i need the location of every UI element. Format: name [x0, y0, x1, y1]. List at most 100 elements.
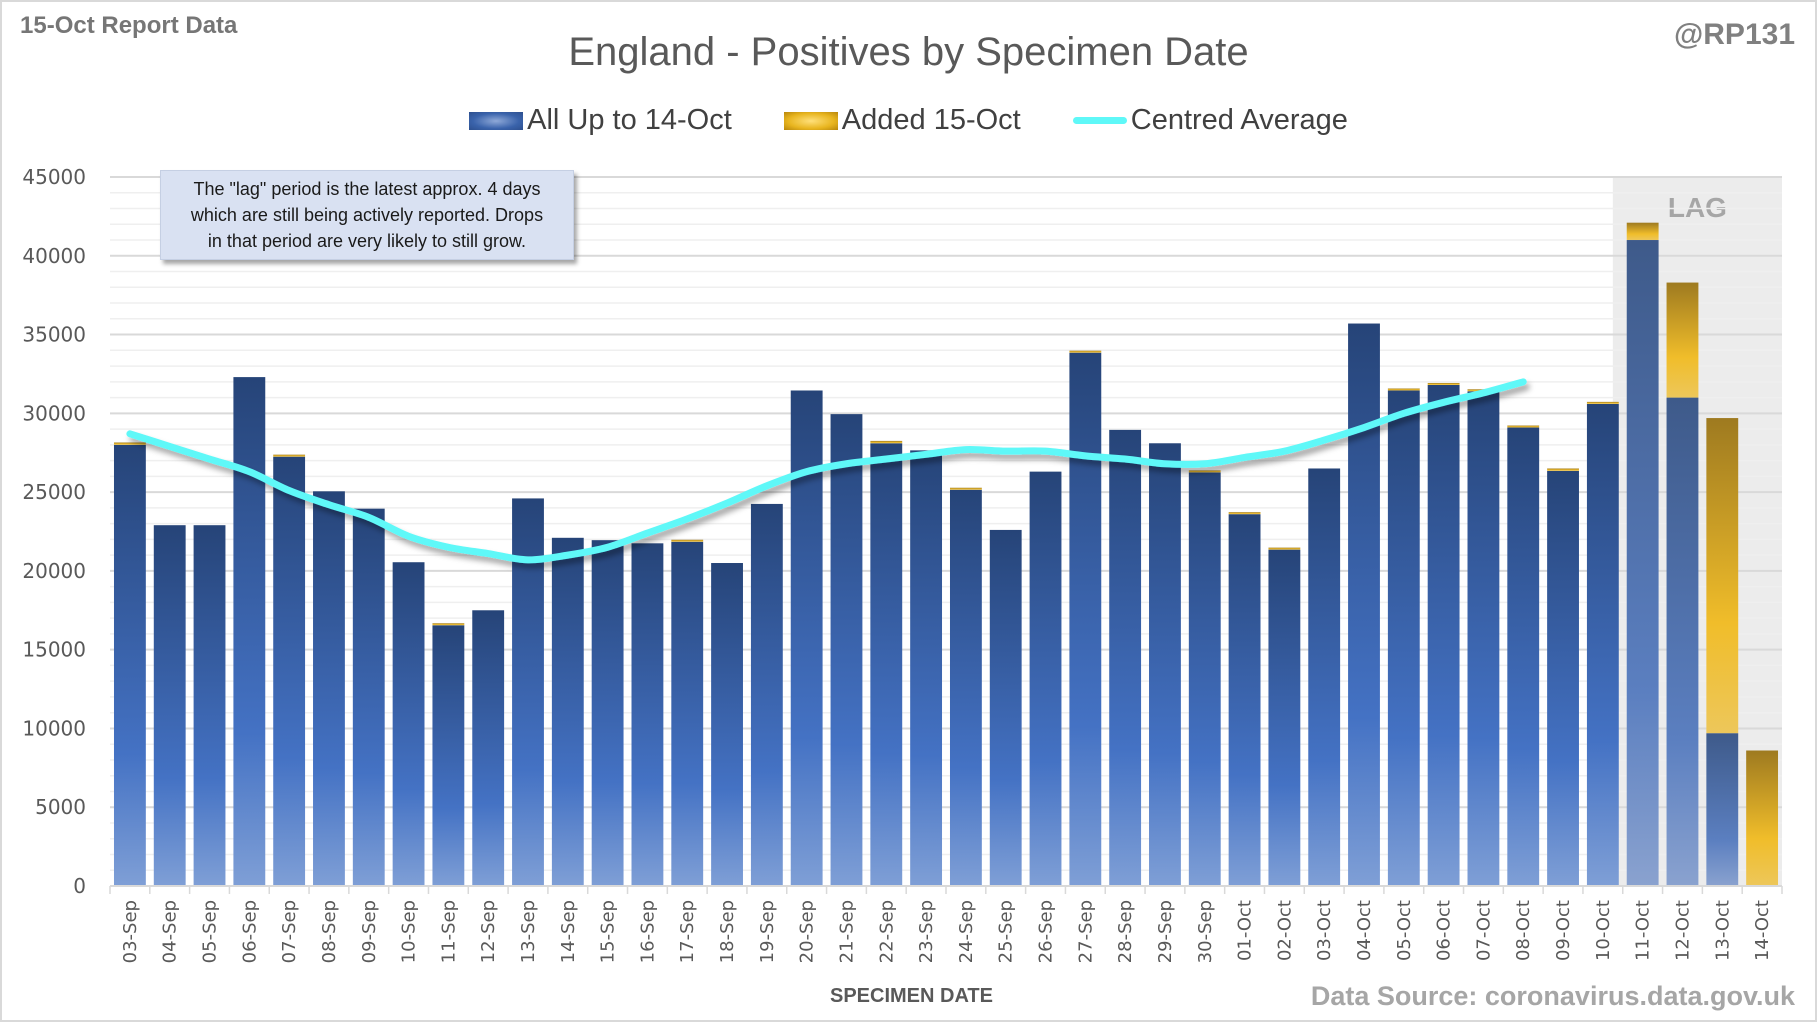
legend-label: Added 15-Oct	[841, 104, 1021, 136]
y-tick-label: 15000	[22, 638, 86, 662]
bar-all-up-to-14-oct	[631, 543, 664, 886]
bar-all-up-to-14-oct	[432, 625, 465, 886]
bar-all-up-to-14-oct	[989, 529, 1022, 886]
legend-item-all-up-to: All Up to 14-Oct	[469, 104, 732, 137]
bar-all-up-to-14-oct	[870, 443, 903, 886]
bar-added-15-oct	[1427, 382, 1460, 385]
bar-added-15-oct	[432, 623, 465, 626]
annotation-line: in that period are very likely to still …	[207, 231, 527, 251]
x-tick-label: 23-Sep	[916, 900, 937, 963]
bar-added-15-oct	[1586, 401, 1619, 404]
bar-all-up-to-14-oct	[910, 450, 943, 886]
bar-all-up-to-14-oct	[750, 503, 783, 886]
annotation-line: The "lag" period is the latest approx. 4…	[193, 179, 541, 199]
legend-item-centred-average: Centred Average	[1072, 104, 1348, 137]
x-tick-label: 05-Oct	[1394, 900, 1415, 961]
bar-all-up-to-14-oct	[193, 525, 226, 886]
bar-all-up-to-14-oct	[830, 414, 863, 886]
bar-all-up-to-14-oct	[1467, 391, 1500, 886]
x-tick-label: 12-Oct	[1672, 900, 1693, 961]
x-tick-label: 09-Sep	[359, 900, 380, 963]
bar-added-15-oct	[273, 454, 306, 457]
x-tick-label: 15-Sep	[598, 900, 619, 963]
x-tick-label: 12-Sep	[478, 900, 499, 963]
x-tick-label: 14-Sep	[558, 900, 579, 963]
average-line-layer	[126, 378, 1527, 564]
bar-added-15-oct	[870, 440, 903, 444]
bar-all-up-to-14-oct	[1427, 384, 1460, 886]
x-tick-label: 03-Oct	[1314, 900, 1335, 961]
bar-added-15-oct	[1547, 468, 1579, 471]
bar-added-15-oct	[1228, 512, 1261, 515]
x-tick-label: 13-Sep	[518, 900, 539, 963]
legend-swatch-gold	[783, 111, 838, 130]
x-tick-label: 29-Sep	[1155, 900, 1176, 963]
x-tick-label: 10-Oct	[1593, 900, 1614, 961]
bar-added-15-oct	[1188, 470, 1221, 473]
x-tick-label: 22-Sep	[876, 900, 897, 963]
bar-all-up-to-14-oct	[671, 541, 704, 886]
bar-all-up-to-14-oct	[1308, 468, 1341, 886]
lag-label: LAG	[1668, 192, 1727, 223]
x-tick-label: 16-Sep	[637, 900, 658, 963]
bar-all-up-to-14-oct	[1149, 443, 1181, 886]
x-tick-label: 08-Sep	[319, 900, 340, 963]
bar-added-15-oct	[1706, 418, 1739, 734]
x-tick-label: 07-Sep	[279, 900, 300, 963]
y-tick-label: 40000	[22, 244, 86, 268]
axes: 0 5000 10000 15000 20000 25000 30000 35000 40000…	[22, 165, 1783, 963]
x-tick-label: 25-Sep	[996, 900, 1017, 963]
x-tick-label: 20-Sep	[797, 900, 818, 963]
legend: All Up to 14-Oct Added 15-Oct Centred Av…	[0, 104, 1817, 137]
lag-annotation-box: The "lag" period is the latest approx. 4…	[160, 170, 574, 260]
bar-all-up-to-14-oct	[1228, 514, 1261, 886]
x-tick-label: 08-Oct	[1513, 900, 1534, 961]
bar-all-up-to-14-oct	[1666, 397, 1699, 886]
chart-title: England - Positives by Specimen Date	[568, 30, 1249, 74]
bars	[113, 222, 1779, 886]
x-tick-label: 02-Oct	[1274, 900, 1295, 961]
bar-added-15-oct	[1268, 547, 1301, 550]
x-tick-label: 06-Oct	[1434, 900, 1455, 961]
bar-added-15-oct	[949, 487, 982, 490]
x-tick-label: 07-Oct	[1473, 900, 1494, 961]
y-tick-label: 25000	[22, 480, 86, 504]
bar-all-up-to-14-oct	[233, 377, 266, 886]
x-tick-label: 01-Oct	[1235, 900, 1256, 961]
bar-all-up-to-14-oct	[591, 540, 624, 886]
bar-all-up-to-14-oct	[1507, 427, 1540, 886]
bar-all-up-to-14-oct	[153, 525, 186, 886]
bar-all-up-to-14-oct	[551, 537, 584, 886]
bar-all-up-to-14-oct	[313, 491, 345, 886]
x-tick-label: 11-Oct	[1633, 900, 1654, 961]
bar-added-15-oct	[113, 442, 146, 445]
bar-added-15-oct	[1626, 222, 1659, 241]
x-tick-label: 18-Sep	[717, 900, 738, 963]
bar-all-up-to-14-oct	[1547, 470, 1579, 886]
bar-added-15-oct	[1746, 750, 1779, 886]
legend-label: Centred Average	[1130, 104, 1348, 136]
y-tick-label: 35000	[22, 323, 86, 347]
bar-all-up-to-14-oct	[472, 610, 505, 886]
bar-all-up-to-14-oct	[711, 563, 743, 886]
data-source-label: Data Source: coronavirus.data.gov.uk	[1310, 981, 1795, 1011]
bar-all-up-to-14-oct	[352, 508, 385, 886]
bar-all-up-to-14-oct	[1109, 429, 1142, 886]
gridlines	[110, 176, 1782, 887]
x-tick-label: 27-Sep	[1075, 900, 1096, 963]
legend-swatch-blue	[469, 111, 524, 130]
bar-added-15-oct	[1507, 425, 1540, 428]
x-tick-label: 24-Sep	[956, 900, 977, 963]
bar-all-up-to-14-oct	[1706, 733, 1739, 886]
bar-all-up-to-14-oct	[1348, 323, 1380, 886]
legend-item-added: Added 15-Oct	[783, 104, 1021, 137]
x-tick-label: 17-Sep	[677, 900, 698, 963]
x-tick-label: 11-Sep	[438, 900, 459, 963]
bar-all-up-to-14-oct	[113, 444, 146, 886]
y-tick-label: 10000	[22, 716, 86, 740]
x-tick-label: 21-Sep	[836, 900, 857, 963]
author-handle: @RP131	[1674, 18, 1795, 51]
bar-added-15-oct	[1069, 350, 1102, 353]
y-tick-label: 20000	[22, 559, 86, 583]
